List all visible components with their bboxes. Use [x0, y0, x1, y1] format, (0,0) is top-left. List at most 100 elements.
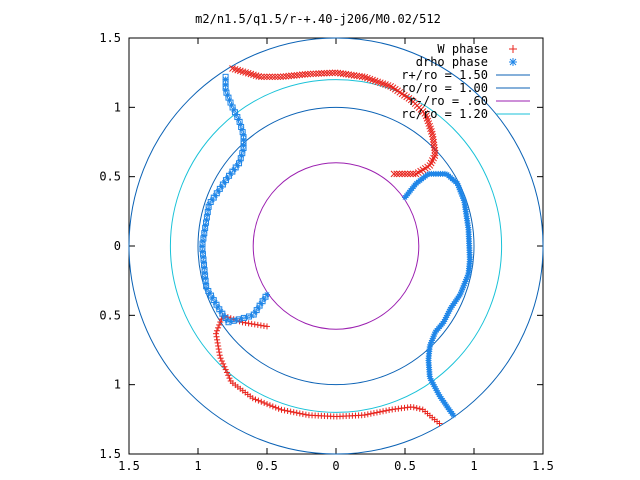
- w-phase-point: [398, 170, 406, 178]
- drho-phase-point: [428, 339, 435, 346]
- w-phase-point: [416, 405, 423, 412]
- y-tick-label: 1: [114, 100, 121, 114]
- w-phase-point: [301, 71, 309, 78]
- y-tick-label: 1: [114, 378, 121, 392]
- legend-label: r-/ro = .60: [409, 94, 488, 108]
- y-tick-label: 1.5: [99, 447, 121, 461]
- w-phase-point: [373, 409, 380, 416]
- w-phase-point: [217, 355, 224, 362]
- w-phase-point: [386, 407, 393, 414]
- circle-r-1: [197, 106, 475, 386]
- w-phase-point: [282, 72, 290, 80]
- w-phase-point: [339, 70, 347, 78]
- w-phase-point: [281, 407, 288, 414]
- w-phase-point: [221, 363, 228, 370]
- y-tick-label: 0.5: [99, 170, 121, 184]
- w-phase-point: [258, 73, 265, 81]
- w-phase-point: [401, 170, 409, 178]
- w-phase-point: [429, 136, 437, 143]
- w-phase-point: [320, 69, 328, 77]
- w-phase-point: [293, 409, 300, 416]
- w-phase-point: [431, 146, 439, 154]
- w-phase-point: [393, 170, 401, 178]
- w-phase-point: [407, 170, 414, 178]
- drho-phase-point: [450, 412, 457, 419]
- w-phase-point: [323, 69, 331, 77]
- legend-label: r+/ro = 1.50: [401, 68, 488, 82]
- w-phase-point: [220, 360, 227, 367]
- w-phase-point: [264, 323, 270, 330]
- w-phase-point: [222, 366, 229, 373]
- y-tick-label: 1.5: [99, 31, 121, 45]
- w-phase-point: [275, 405, 282, 412]
- w-phase-point: [213, 327, 220, 334]
- w-phase-point: [380, 408, 387, 415]
- x-tick-label: 1.5: [118, 459, 140, 473]
- w-phase-point: [218, 358, 225, 365]
- w-phase-point: [410, 404, 417, 411]
- w-phase-point: [409, 170, 417, 178]
- w-phase-point: [226, 375, 233, 382]
- axis-ticks: 1.5 1 0.5 0 0.5 1 1.51.510.500.511.5: [99, 31, 554, 473]
- w-phase-point: [216, 349, 223, 356]
- w-phase-point: [390, 170, 398, 178]
- circle-r-0_6: [252, 162, 420, 330]
- y-tick-label: 0.5: [99, 308, 121, 322]
- w-phase-point: [318, 70, 325, 77]
- w-phase-point: [287, 408, 294, 415]
- w-phase-point: [261, 399, 268, 406]
- w-phase-point: [358, 73, 366, 80]
- legend-label: drho phase: [416, 55, 488, 69]
- w-phase-point: [216, 321, 223, 328]
- w-phase-point: [345, 71, 352, 78]
- w-phase-point: [309, 70, 317, 78]
- w-phase-point: [347, 71, 355, 79]
- w-phase-point: [217, 319, 224, 326]
- w-phase-point: [251, 321, 258, 328]
- w-phase-point: [298, 71, 306, 79]
- w-phase-point: [302, 411, 309, 418]
- y-tick-label: 0: [114, 239, 121, 253]
- w-phase-point: [396, 170, 403, 178]
- w-phase-point: [436, 420, 443, 427]
- w-phase-point: [214, 336, 221, 343]
- w-phase-point: [269, 403, 276, 410]
- legend-label: W phase: [437, 42, 488, 56]
- w-phase-point: [285, 72, 293, 80]
- w-phase-point: [260, 73, 268, 81]
- w-phase-point: [364, 411, 371, 418]
- w-phase-point: [263, 73, 271, 81]
- w-phase-point: [264, 401, 271, 408]
- w-phase-point: [272, 404, 279, 411]
- w-phase-point: [215, 342, 222, 349]
- w-phase-point: [293, 71, 301, 79]
- w-phase-point: [353, 72, 361, 80]
- legend-label: rc/ro = 1.20: [401, 107, 488, 121]
- w-phase-point: [312, 70, 320, 78]
- w-phase-point: [214, 339, 221, 346]
- w-phase-point: [304, 70, 312, 78]
- w-phase-point: [431, 149, 439, 157]
- w-phase-point: [428, 130, 436, 138]
- legend-marker: [509, 45, 517, 53]
- w-phase-point: [252, 396, 259, 403]
- w-phase-point: [260, 322, 267, 329]
- w-phase-point: [213, 333, 220, 340]
- w-phase-point: [215, 324, 222, 331]
- w-phase-point: [249, 395, 256, 402]
- w-phase-point: [254, 321, 261, 328]
- w-phase-point: [430, 141, 438, 149]
- w-phase-point: [334, 69, 342, 77]
- reference-circles: [128, 37, 544, 455]
- w-phase-point: [296, 71, 303, 79]
- w-phase-point: [342, 70, 350, 78]
- w-phase-point: [337, 69, 344, 77]
- w-phase-point: [296, 410, 303, 417]
- w-phase-point: [429, 133, 437, 141]
- w-phase-point: [431, 144, 438, 151]
- x-tick-label: 1: [470, 459, 477, 473]
- drho-phase-point: [264, 291, 270, 298]
- x-tick-label: 0.5: [394, 459, 416, 473]
- w-phase-point: [278, 406, 285, 413]
